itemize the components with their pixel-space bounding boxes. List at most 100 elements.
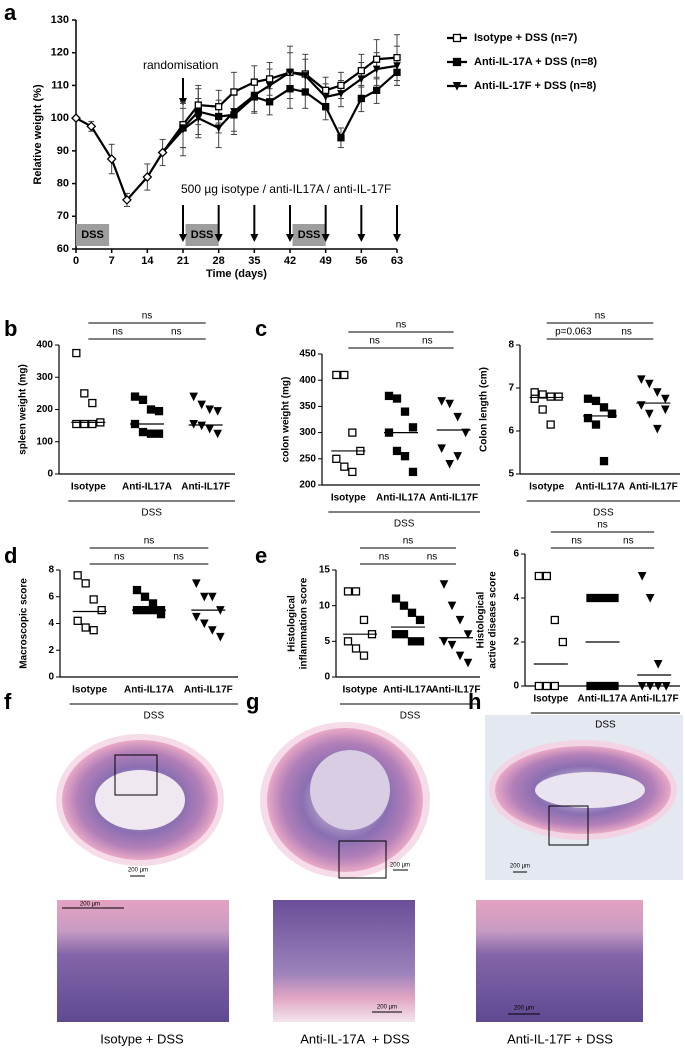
x-tick-label: Anti-IL17F — [629, 482, 678, 493]
marker — [645, 379, 654, 389]
group-label: DSS — [400, 711, 421, 722]
marker — [192, 579, 201, 588]
y-tick-label: 300 — [299, 427, 316, 438]
marker — [250, 91, 259, 100]
group-label: DSS — [144, 711, 165, 722]
y-tick-label: 100 — [36, 436, 53, 447]
annotation: randomisation — [143, 58, 218, 72]
marker — [205, 405, 214, 415]
dss-label: DSS — [81, 229, 104, 241]
marker — [591, 396, 601, 406]
marker — [337, 134, 345, 142]
marker — [637, 572, 647, 581]
y-tick-label: 120 — [51, 47, 69, 59]
marker — [194, 101, 202, 109]
arrow-head — [321, 234, 330, 242]
significance: ns — [171, 327, 182, 338]
marker — [653, 388, 662, 397]
marker — [138, 395, 148, 404]
x-tick-label: Anti-IL17F — [432, 685, 481, 696]
marker — [602, 681, 611, 691]
arrow-head — [214, 234, 223, 242]
marker — [265, 98, 274, 106]
histology-g: 200 µm 200 µm Anti-IL-17A + DSS — [260, 722, 430, 1046]
marker — [154, 406, 164, 416]
marker — [89, 595, 98, 604]
marker — [148, 599, 158, 608]
marker — [392, 446, 402, 456]
marker — [447, 640, 457, 650]
marker — [393, 53, 401, 62]
y-axis-label: Macroscopic score — [19, 578, 30, 669]
marker — [357, 94, 365, 103]
marker — [332, 370, 341, 380]
marker — [215, 112, 223, 121]
y-tick-label: 15 — [319, 565, 331, 576]
marker — [73, 616, 82, 625]
marker — [407, 608, 417, 617]
marker — [661, 682, 671, 691]
marker — [455, 615, 465, 625]
legend-label: Isotype + DSS (n=7) — [474, 32, 578, 44]
marker — [71, 113, 81, 124]
marker — [407, 637, 417, 646]
marker — [408, 467, 418, 477]
marker — [80, 419, 89, 429]
marker — [439, 637, 449, 646]
x-tick-label: 28 — [213, 255, 225, 267]
marker — [286, 85, 294, 93]
marker — [194, 114, 203, 123]
panel-letter: e — [255, 543, 267, 568]
y-tick-label: 6 — [513, 549, 519, 560]
y-tick-label: 200 — [36, 404, 53, 415]
marker — [594, 593, 603, 603]
marker — [351, 644, 361, 653]
marker — [189, 420, 198, 429]
x-tick-label: 42 — [284, 255, 296, 267]
dss-label: DSS — [298, 229, 321, 241]
marker — [554, 392, 563, 401]
marker — [130, 392, 140, 401]
marker — [602, 593, 611, 603]
marker — [583, 413, 593, 423]
x-tick-label: Anti-IL17F — [184, 685, 233, 696]
marker — [213, 407, 222, 416]
marker — [399, 601, 409, 610]
marker — [106, 154, 117, 164]
panel-letter: b — [4, 316, 17, 341]
marker — [216, 632, 225, 642]
significance: ns — [595, 311, 606, 322]
y-axis-label: Relative weight (%) — [32, 84, 44, 185]
marker — [179, 126, 187, 134]
marker — [265, 81, 274, 90]
panel-letter: h — [468, 689, 481, 714]
zoom-box — [548, 805, 589, 846]
significance: ns — [623, 536, 634, 547]
marker — [142, 172, 153, 182]
x-tick-label: Isotype — [71, 482, 106, 493]
y-axis-label: Colon length (cm) — [479, 367, 490, 452]
y-tick-label: 70 — [57, 210, 69, 222]
x-tick-label: Isotype — [72, 685, 107, 696]
zoom-image — [57, 900, 229, 1022]
x-tick-label: Anti-IL17A — [122, 482, 172, 493]
arrow-head — [393, 234, 401, 242]
marker — [86, 121, 97, 132]
marker — [661, 405, 670, 415]
marker — [599, 403, 609, 412]
significance: ns — [173, 552, 184, 563]
marker — [156, 609, 166, 619]
marker — [146, 429, 156, 438]
marker — [81, 579, 90, 588]
lumen — [310, 750, 390, 830]
panel-letter: f — [4, 689, 12, 714]
marker — [230, 108, 238, 116]
y-tick-label: 8 — [508, 340, 514, 351]
x-tick-label: Anti-IL17F — [630, 694, 679, 705]
group-label: DSS — [593, 508, 614, 519]
caption: Isotype + DSS — [100, 1031, 184, 1046]
marker — [637, 375, 646, 385]
marker — [208, 626, 217, 635]
lumen — [95, 770, 185, 830]
marker — [384, 391, 394, 401]
